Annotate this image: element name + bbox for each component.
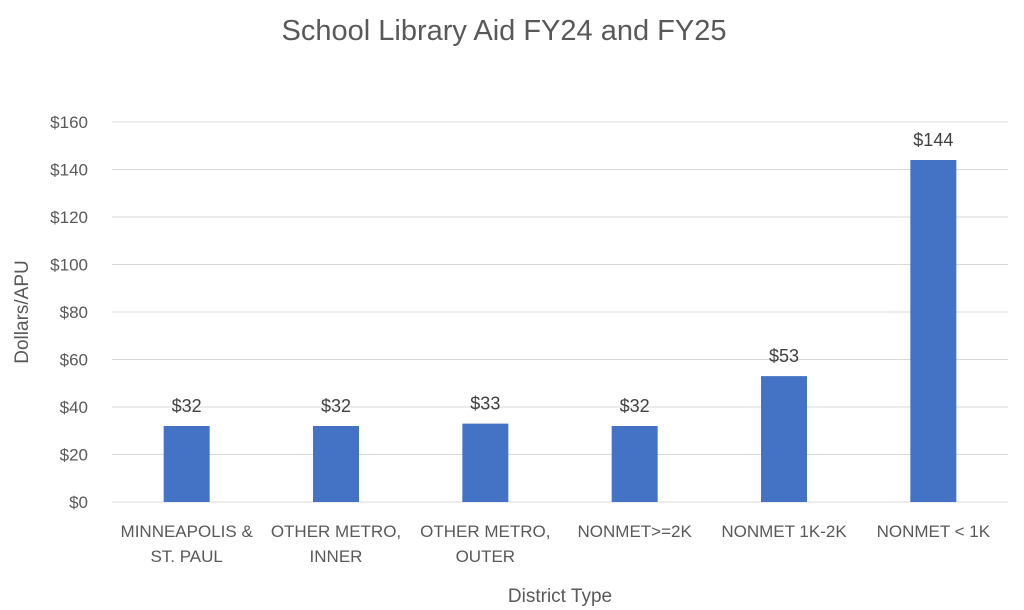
bar <box>910 160 957 502</box>
data-label: $32 <box>172 396 202 416</box>
data-labels: $32 $32 $33 $32 $53 $144 <box>172 130 954 416</box>
y-tick-label: $120 <box>50 208 88 227</box>
x-category-label: NONMET>=2K <box>578 522 693 541</box>
bars <box>163 160 957 502</box>
bar <box>163 426 210 502</box>
y-tick-label: $60 <box>60 351 88 370</box>
x-axis-categories: MINNEAPOLIS & ST. PAUL OTHER METRO, INNER OT… <box>121 522 991 566</box>
data-label: $53 <box>769 346 799 366</box>
y-tick-label: $140 <box>50 161 88 180</box>
y-tick-label: $100 <box>50 256 88 275</box>
data-label: $32 <box>321 396 351 416</box>
y-tick-label: $160 <box>50 113 88 132</box>
y-tick-label: $40 <box>60 398 88 417</box>
x-category-label: NONMET < 1K <box>877 522 991 541</box>
chart-title: School Library Aid FY24 and FY25 <box>282 15 727 47</box>
x-category-label: NONMET 1K-2K <box>721 522 847 541</box>
data-label: $33 <box>470 394 500 414</box>
y-axis-title: Dollars/APU <box>12 260 33 363</box>
x-category-label: OTHER METRO, OUTER <box>420 522 550 566</box>
y-axis-ticks: $0 $20 $40 $60 $80 $100 $120 $140 $160 <box>50 113 88 512</box>
gridlines <box>112 121 1008 503</box>
bar <box>761 376 807 502</box>
data-label: $144 <box>913 130 953 150</box>
data-label: $32 <box>620 396 650 416</box>
bar <box>611 426 658 502</box>
bar <box>462 423 509 502</box>
y-tick-label: $0 <box>69 493 88 512</box>
x-axis-title: District Type <box>508 586 612 607</box>
x-category-label: MINNEAPOLIS & ST. PAUL <box>121 522 254 566</box>
y-tick-label: $20 <box>60 446 88 465</box>
bar <box>313 426 359 502</box>
y-tick-label: $80 <box>60 303 88 322</box>
x-category-label: OTHER METRO, INNER <box>271 522 401 566</box>
